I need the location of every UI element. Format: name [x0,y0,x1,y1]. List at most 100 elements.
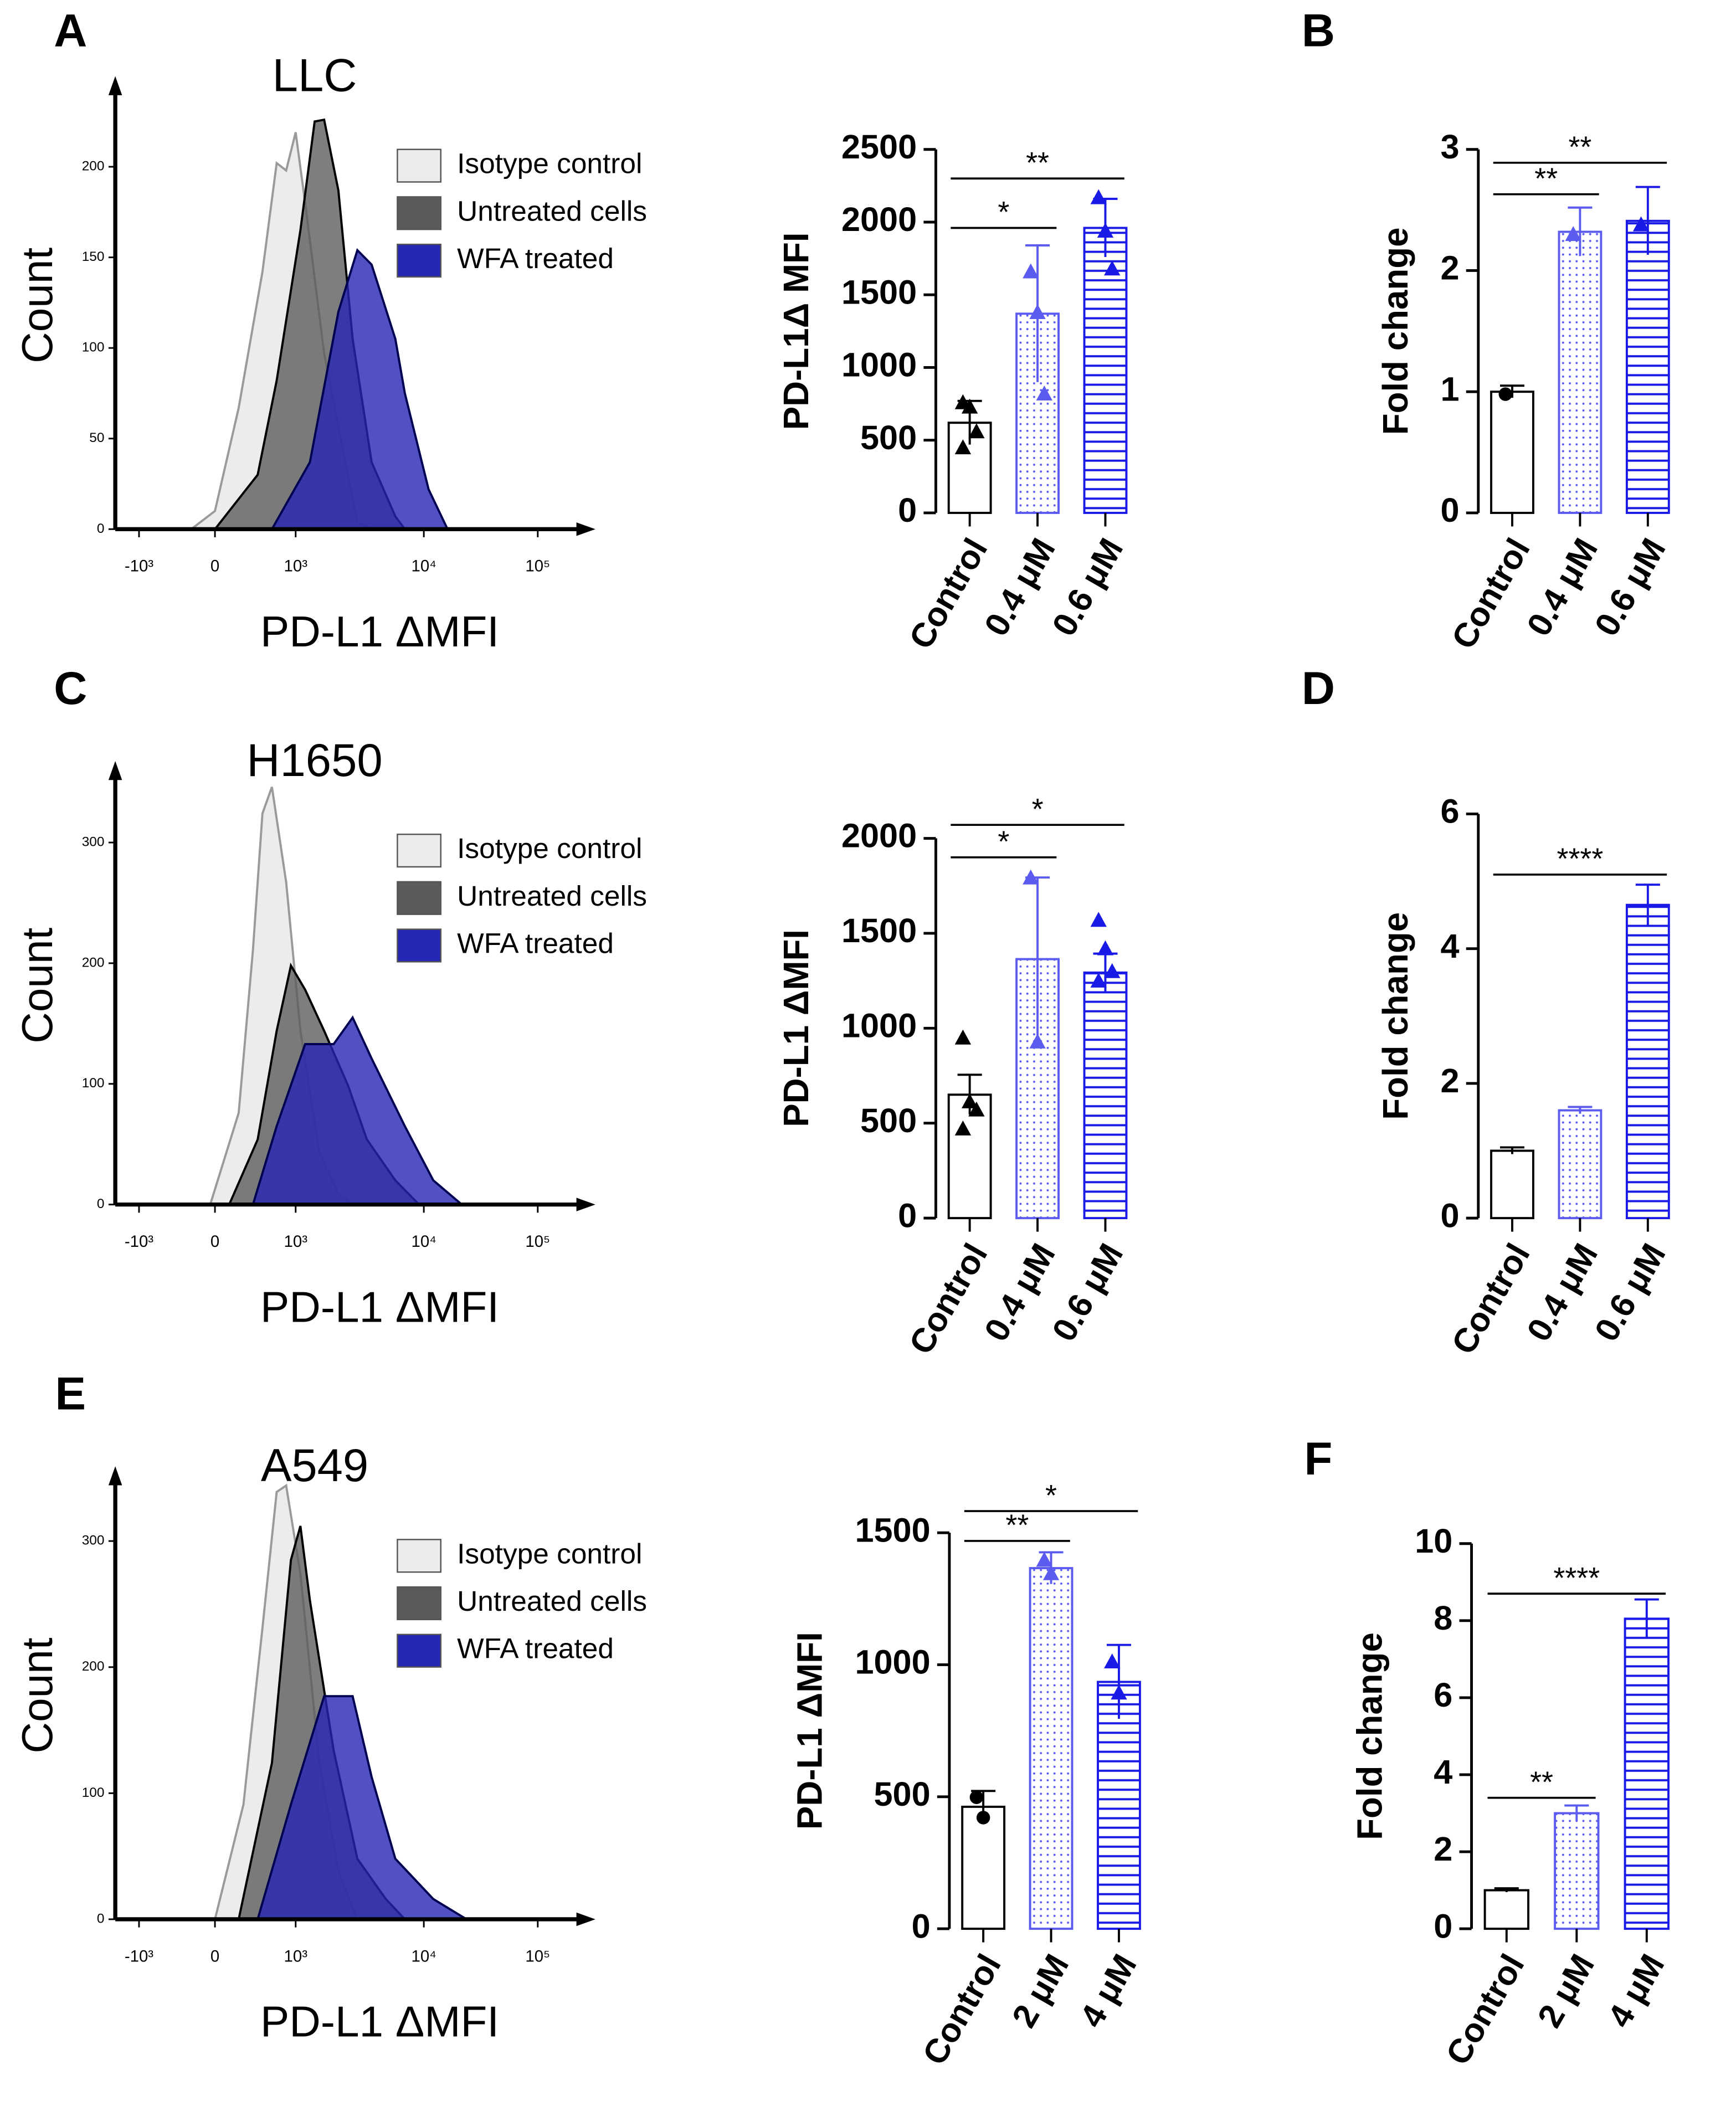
bar [1083,227,1128,514]
y-tick-label: 200 [82,1659,105,1674]
data-point [1104,260,1121,276]
y-axis-label: Count [13,248,61,363]
x-tick-label: -10³ [125,1947,153,1965]
significance-label: * [998,196,1009,229]
y-tick-label: 0 [97,521,105,536]
significance-label: ** [1026,146,1049,179]
x-tick-label: 10⁴ [411,557,436,576]
y-tick-label: 2500 [841,128,917,166]
x-tick-label: 10⁵ [525,1947,550,1965]
y-tick-label: 300 [82,835,105,850]
y-tick-label: 2 [1434,1830,1452,1868]
histogram-curve [271,248,449,530]
legend-label: WFA treated [457,242,614,274]
panel-label: A [54,5,87,56]
bar [961,1805,1006,1930]
bar [1554,1812,1600,1930]
y-tick-label: 1500 [841,912,917,949]
significance-label: **** [1557,842,1604,876]
y-tick-label: 1500 [855,1511,930,1549]
bar [1483,1889,1529,1930]
data-point [969,1790,984,1804]
y-tick-label: 0 [898,491,917,529]
legend-swatch [397,243,441,278]
legend-label: Untreated cells [457,1585,647,1617]
bar [1029,1567,1074,1930]
y-tick-label: 300 [82,1533,105,1548]
histogram-title: H1650 [246,734,382,786]
panel-label: B [1302,5,1335,56]
data-point [1632,216,1650,232]
data-point [954,1120,972,1136]
bar [1625,903,1670,1220]
y-axis-label: PD-L1Δ MFI [777,232,816,430]
bar [1490,1149,1534,1220]
y-axis-label: PD-L1 ΔMFI [777,929,816,1127]
x-tick-label: 0 [210,1947,219,1965]
bar [1625,219,1670,514]
data-point [1104,1653,1121,1668]
data-point [961,1093,978,1108]
histogram-curve [251,1015,463,1206]
significance-label: ** [1568,131,1591,164]
y-tick-label: 0 [898,1196,917,1234]
data-point [1111,1684,1127,1700]
legend-swatch [397,881,441,915]
x-axis-arrow [576,1912,595,1926]
data-point [1023,869,1039,885]
y-tick-label: 500 [874,1775,931,1813]
data-point [1042,1565,1060,1580]
y-tick-label: 500 [860,1102,917,1139]
legend-label: Untreated cells [457,880,647,912]
y-axis-label: Fold change [1350,1632,1390,1840]
panel-label: F [1304,1433,1332,1484]
legend-label: Isotype control [457,832,642,864]
x-tick-label: 10³ [284,1232,308,1251]
bar [1083,971,1128,1220]
data-point [1023,263,1039,279]
x-tick-label: 10⁵ [525,1232,550,1251]
significance-label: ** [1005,1509,1029,1542]
x-axis-label: PD-L1 ΔMFI [260,1997,499,2046]
y-tick-label: 50 [89,430,104,445]
data-point [1029,304,1046,319]
y-axis-label: PD-L1 ΔMFI [790,1632,829,1830]
y-tick-label: 100 [82,1076,105,1091]
y-tick-label: 6 [1434,1676,1452,1714]
y-tick-label: 150 [82,249,105,264]
y-tick-label: 200 [82,955,105,970]
legend-swatch [397,928,441,963]
significance-label: * [1045,1479,1057,1512]
y-tick-label: 1000 [841,1007,917,1045]
y-axis-arrow [108,76,122,95]
y-axis-label: Fold change [1376,912,1415,1120]
x-tick-label: 0 [210,557,219,576]
y-tick-label: 6 [1440,793,1459,830]
panel-label: D [1302,662,1335,714]
legend-swatch [397,148,441,183]
x-tick-label: 10³ [284,1947,308,1965]
panel-label: E [55,1368,86,1419]
data-point [1036,1551,1052,1567]
legend-swatch [397,1586,441,1621]
y-tick-label: 2000 [841,201,917,238]
y-axis-arrow [108,1466,122,1486]
legend-label: WFA treated [457,1632,614,1664]
y-tick-label: 0 [1434,1907,1452,1945]
y-tick-label: 0 [1440,1196,1459,1234]
significance-label: ** [1530,1765,1553,1799]
y-tick-label: 1000 [855,1643,930,1681]
y-tick-label: 0 [912,1907,931,1945]
bar [1558,1109,1603,1220]
bar [1558,230,1603,514]
data-point [968,423,985,439]
y-tick-label: 3 [1440,128,1459,166]
legend-swatch [397,1633,441,1668]
y-tick-label: 0 [97,1911,105,1926]
data-point [1029,1033,1046,1049]
data-point [1090,189,1107,204]
legend-label: Isotype control [457,147,642,179]
data-point [976,1811,990,1825]
legend-label: WFA treated [457,927,614,959]
